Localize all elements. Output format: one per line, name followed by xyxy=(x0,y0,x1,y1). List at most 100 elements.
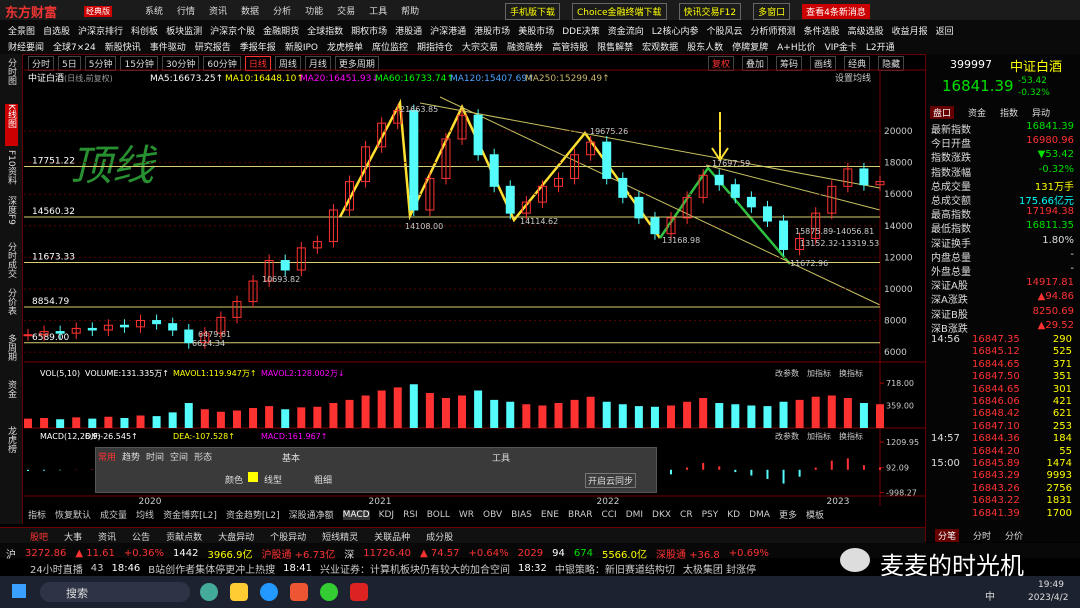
tool-link[interactable]: 新股IPO xyxy=(284,43,318,53)
app-icon[interactable] xyxy=(290,583,308,601)
tool-link[interactable]: 科创板 xyxy=(131,27,159,37)
tool-link[interactable]: 金融期货 xyxy=(263,27,300,37)
tool-link[interactable]: DDE决策 xyxy=(562,27,600,37)
footer-tab[interactable]: 公告 xyxy=(132,533,151,543)
tool-link[interactable]: 条件选股 xyxy=(803,27,840,37)
footer-tab[interactable]: 关联品种 xyxy=(374,533,411,543)
indicator-tab[interactable]: BRAR xyxy=(567,509,593,520)
tool-link[interactable]: 季报年报 xyxy=(239,43,276,53)
app-icon[interactable] xyxy=(230,583,248,601)
nav-item[interactable]: 分时图 xyxy=(6,58,16,85)
tool-link[interactable]: 沪深京排行 xyxy=(78,27,124,37)
indicator-tab[interactable]: 指标 xyxy=(28,511,47,521)
start-button[interactable] xyxy=(12,584,26,598)
tool-link[interactable]: 分析师预测 xyxy=(750,27,796,37)
menu-item[interactable]: 行情 xyxy=(177,7,196,17)
menu-item[interactable]: 工具 xyxy=(369,7,388,17)
panel-tab[interactable]: 分笔 xyxy=(935,529,960,542)
indicator-tab[interactable]: OBV xyxy=(483,509,503,520)
tool-link[interactable]: 个股风云 xyxy=(706,27,743,37)
tool-link[interactable]: L2开通 xyxy=(865,43,895,53)
indicator-tab[interactable]: CR xyxy=(680,509,693,520)
tool-link[interactable]: 龙虎榜单 xyxy=(326,43,363,53)
panel-tab[interactable]: 分时 xyxy=(973,532,992,542)
indicator-tab[interactable]: 均线 xyxy=(136,511,155,521)
menu-item[interactable]: 功能 xyxy=(305,7,324,17)
tool-link[interactable]: 研究报告 xyxy=(194,43,231,53)
tool-link[interactable]: 全景图 xyxy=(8,27,36,37)
nav-item[interactable]: F10资料 xyxy=(6,150,16,185)
tool-link[interactable]: 港股市场 xyxy=(474,27,511,37)
draw-tab[interactable]: 空间 xyxy=(170,453,189,463)
tool-link[interactable]: 股东人数 xyxy=(687,43,724,53)
tool-link[interactable]: 沪深港通 xyxy=(430,27,467,37)
indicator-tab[interactable]: CCI xyxy=(601,509,617,520)
tool-link[interactable]: 席位监控 xyxy=(372,43,409,53)
indicator-tab[interactable]: BIAS xyxy=(511,509,532,520)
menu-item[interactable]: 系统 xyxy=(145,7,164,17)
draw-tab[interactable]: 时间 xyxy=(146,453,165,463)
nav-item[interactable]: 深度F9 xyxy=(6,196,16,225)
nav-item[interactable]: 分价表 xyxy=(6,288,16,315)
panel-tab[interactable]: 资金 xyxy=(968,109,987,119)
footer-tab[interactable]: 大事 xyxy=(64,533,83,543)
search-box[interactable] xyxy=(40,582,190,602)
indicator-tab[interactable]: 资金趋势[L2] xyxy=(225,511,280,521)
app-icon[interactable] xyxy=(350,583,368,601)
indicator-tab[interactable]: 恢复默认 xyxy=(55,511,92,521)
tool-link[interactable]: 新股快讯 xyxy=(104,43,141,53)
top-button[interactable]: 查看4条新消息 xyxy=(802,4,870,19)
indicator-tab[interactable]: DMI xyxy=(625,509,644,520)
tool-link[interactable]: A+H比价 xyxy=(777,43,816,53)
indicator-tab[interactable]: ENE xyxy=(540,509,559,520)
panel-tab[interactable]: 分价 xyxy=(1005,532,1024,542)
indicator-tab[interactable]: WR xyxy=(458,509,475,520)
tool-link[interactable]: 港股通 xyxy=(395,27,423,37)
top-button[interactable]: 快讯交易F12 xyxy=(678,3,742,20)
tool-link[interactable]: L2核心内参 xyxy=(651,27,699,37)
indicator-tab[interactable]: KD xyxy=(727,509,741,520)
footer-tab[interactable]: 资讯 xyxy=(98,533,117,543)
footer-tab[interactable]: 大盘异动 xyxy=(218,533,255,543)
tool-link[interactable]: 大宗交易 xyxy=(462,43,499,53)
nav-item[interactable]: K线图 xyxy=(5,104,18,146)
indicator-tab[interactable]: 成交量 xyxy=(100,511,128,521)
indicator-tab[interactable]: DMA xyxy=(749,509,770,520)
nav-item[interactable]: 多周期 xyxy=(6,334,16,361)
app-icon[interactable] xyxy=(200,583,218,601)
indicator-tab[interactable]: KDJ xyxy=(378,509,395,520)
tool-link[interactable]: 期权市场 xyxy=(351,27,388,37)
tool-link[interactable]: VIP金卡 xyxy=(824,43,857,53)
tool-link[interactable]: 事件驱动 xyxy=(149,43,186,53)
menu-item[interactable]: 交易 xyxy=(337,7,356,17)
app-icon[interactable] xyxy=(260,583,278,601)
indicator-tab[interactable]: 资金博弈[L2] xyxy=(163,511,217,521)
tool-link[interactable]: 自选股 xyxy=(43,27,71,37)
tool-link[interactable]: 美股市场 xyxy=(518,27,555,37)
draw-tab[interactable]: 常用 xyxy=(98,453,117,463)
app-icon[interactable] xyxy=(320,583,338,601)
sync-button[interactable]: 开启云同步 xyxy=(585,473,637,488)
tool-link[interactable]: 板块监测 xyxy=(166,27,203,37)
footer-tab[interactable]: 个股异动 xyxy=(270,533,307,543)
tool-link[interactable]: 期指持仓 xyxy=(417,43,454,53)
indicator-tab[interactable]: RSI xyxy=(403,509,418,520)
tool-link[interactable]: 停牌复牌 xyxy=(732,43,769,53)
top-button[interactable]: 多窗口 xyxy=(753,3,791,20)
tool-link[interactable]: 宏观数据 xyxy=(642,43,679,53)
indicator-tab[interactable]: BOLL xyxy=(426,509,450,520)
tool-link[interactable]: 全球指数 xyxy=(307,27,344,37)
tool-link[interactable]: 高级选股 xyxy=(847,27,884,37)
tool-link[interactable]: 返回 xyxy=(935,27,954,37)
nav-item[interactable]: 资金 xyxy=(6,380,16,398)
tool-link[interactable]: 收益月报 xyxy=(891,27,928,37)
tool-link[interactable]: 高管持股 xyxy=(552,43,589,53)
footer-tab[interactable]: 成分股 xyxy=(426,533,454,543)
menu-item[interactable]: 资讯 xyxy=(209,7,228,17)
top-button[interactable]: 手机版下载 xyxy=(505,3,561,20)
tool-link[interactable]: 财经要闻 xyxy=(8,43,45,53)
menu-item[interactable]: 帮助 xyxy=(401,7,420,17)
indicator-tab[interactable]: 更多 xyxy=(778,511,797,521)
tool-link[interactable]: 限售解禁 xyxy=(597,43,634,53)
panel-tab[interactable]: 指数 xyxy=(1000,109,1019,119)
